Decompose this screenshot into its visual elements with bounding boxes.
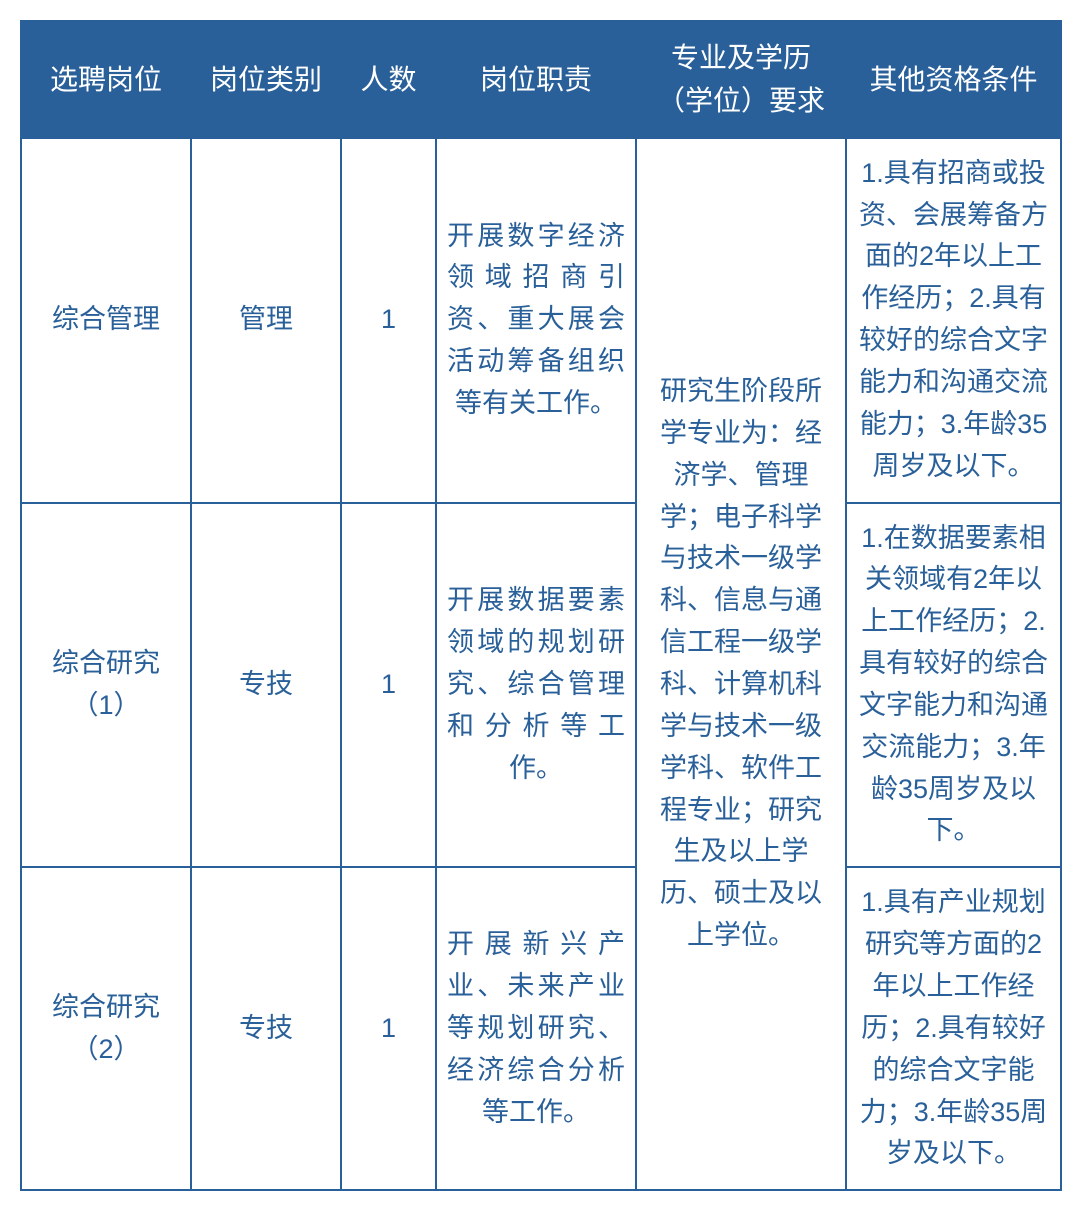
cell-other: 1.具有产业规划研究等方面的2年以上工作经历；2.具有较好的综合文字能力；3.年…: [846, 867, 1061, 1190]
table-row: 综合管理 管理 1 开展数字经济领域招商引资、重大展会活动筹备组织等有关工作。 …: [21, 138, 1061, 503]
recruitment-table: 选聘岗位 岗位类别 人数 岗位职责 专业及学历（学位）要求 其他资格条件 综合管…: [20, 20, 1062, 1191]
cell-duty: 开展数字经济领域招商引资、重大展会活动筹备组织等有关工作。: [436, 138, 636, 503]
th-duty: 岗位职责: [436, 21, 636, 138]
th-count: 人数: [341, 21, 436, 138]
th-category: 岗位类别: [191, 21, 341, 138]
cell-position: 综合管理: [21, 138, 191, 503]
cell-duty: 开展数据要素领域的规划研究、综合管理和分析等工作。: [436, 503, 636, 868]
table-row: 综合研究（1） 专技 1 开展数据要素领域的规划研究、综合管理和分析等工作。 1…: [21, 503, 1061, 868]
th-position: 选聘岗位: [21, 21, 191, 138]
th-requirement: 专业及学历（学位）要求: [636, 21, 846, 138]
cell-count: 1: [341, 138, 436, 503]
table-row: 综合研究（2） 专技 1 开展新兴产业、未来产业等规划研究、经济综合分析等工作。…: [21, 867, 1061, 1190]
cell-requirement: 研究生阶段所学专业为：经济学、管理学；电子科学与技术一级学科、信息与通信工程一级…: [636, 138, 846, 1190]
cell-duty: 开展新兴产业、未来产业等规划研究、经济综合分析等工作。: [436, 867, 636, 1190]
cell-category: 专技: [191, 867, 341, 1190]
th-other: 其他资格条件: [846, 21, 1061, 138]
cell-category: 专技: [191, 503, 341, 868]
cell-other: 1.在数据要素相关领域有2年以上工作经历；2.具有较好的综合文字能力和沟通交流能…: [846, 503, 1061, 868]
table-header-row: 选聘岗位 岗位类别 人数 岗位职责 专业及学历（学位）要求 其他资格条件: [21, 21, 1061, 138]
cell-count: 1: [341, 503, 436, 868]
cell-count: 1: [341, 867, 436, 1190]
cell-other: 1.具有招商或投资、会展筹备方面的2年以上工作经历；2.具有较好的综合文字能力和…: [846, 138, 1061, 503]
cell-category: 管理: [191, 138, 341, 503]
cell-position: 综合研究（2）: [21, 867, 191, 1190]
cell-position: 综合研究（1）: [21, 503, 191, 868]
